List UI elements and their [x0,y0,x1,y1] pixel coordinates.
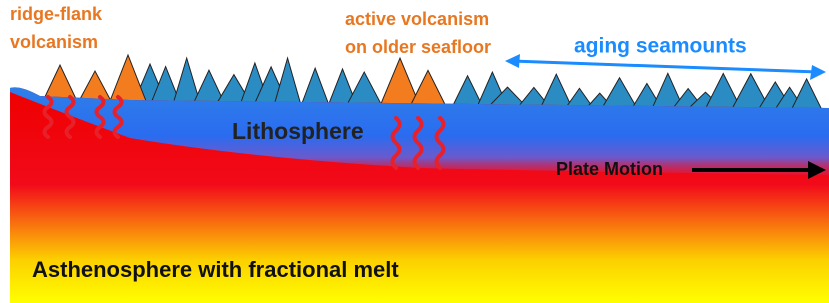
ridge-label: ridge-flank [10,4,103,24]
seamount [540,74,572,108]
ridge-label: volcanism [10,32,98,52]
seamount [301,68,329,105]
asthenosphere-label: Asthenosphere with fractional melt [32,257,399,282]
age-arrow [512,61,818,72]
active-label: on older seafloor [345,37,491,57]
seamount [274,58,301,105]
aging-label: aging seamounts [574,35,747,58]
seamount [347,72,382,106]
seamount [110,55,146,101]
diagram: ridge-flank volcanism active volcanism o… [0,0,829,303]
plate-motion-label: Plate Motion [556,159,663,179]
seamount [452,76,483,107]
seamount [410,70,446,106]
seamount [79,71,111,101]
lithosphere-label: Lithosphere [232,118,364,144]
seamount [602,78,638,109]
active-label: active volcanism [345,9,489,29]
seamount [791,79,823,111]
